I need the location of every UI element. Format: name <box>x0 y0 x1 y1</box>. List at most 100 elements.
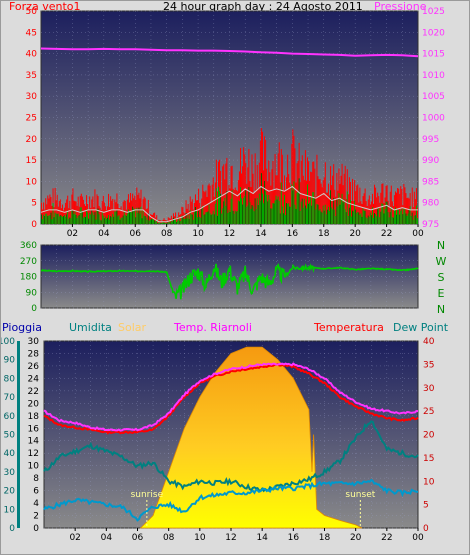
wind-x-tick-label: 04 <box>98 229 110 239</box>
compass-label: N <box>437 239 445 252</box>
direction-axis-tick: 360 <box>20 241 37 251</box>
legend-apparent-temp: Temp. Riarnoli <box>174 321 252 334</box>
pressure-axis-tick: 985 <box>422 177 439 187</box>
pressure-axis-tick: 1015 <box>422 50 445 60</box>
wind-axis-tick: 0 <box>31 220 37 230</box>
solar-axis-tick: 6 <box>33 487 39 497</box>
solar-axis-tick: 8 <box>33 474 39 484</box>
apparent-temp-line <box>43 362 419 432</box>
solar-axis-tick: 24 <box>28 374 40 384</box>
solar-axis-tick: 28 <box>28 349 40 359</box>
temperature-axis-tick: 10 <box>423 477 435 487</box>
rain-axis-tick: 100 <box>1 337 15 347</box>
graph-title: 24 hour graph day : 24 Agosto 2011 <box>163 0 363 13</box>
direction-axis-tick: 90 <box>26 288 38 298</box>
temp-x-tick-label: 02 <box>69 533 80 543</box>
temperature-axis-tick: 35 <box>423 360 434 370</box>
legend-rain: Pioggia <box>2 321 42 334</box>
wind-x-tick-label: 14 <box>255 229 267 239</box>
temp-x-tick-label: 14 <box>256 533 268 543</box>
pressure-axis-title: Pressione <box>374 0 427 13</box>
temp-x-tick-label: 16 <box>288 533 300 543</box>
legend-dew-point: Dew Point <box>393 321 449 334</box>
pressure-axis-tick: 1020 <box>422 28 445 38</box>
direction-axis-tick: 0 <box>31 304 37 314</box>
wind-axis-tick: 5 <box>31 199 37 209</box>
temp-x-tick-label: 08 <box>163 533 175 543</box>
solar-axis-tick: 22 <box>28 387 39 397</box>
compass-label: S <box>438 271 445 284</box>
solar-axis-tick: 20 <box>28 399 40 409</box>
pressure-axis-tick: 990 <box>422 156 439 166</box>
dew-point-line <box>43 478 418 522</box>
solar-axis-tick: 0 <box>33 524 39 534</box>
temp-x-tick-label: 06 <box>132 533 144 543</box>
pressure-axis-tick: 995 <box>422 135 439 145</box>
rain-axis-tick: 60 <box>4 412 16 422</box>
pressure-axis-tick: 980 <box>422 199 439 209</box>
wind-axis-tick: 45 <box>26 28 37 38</box>
solar-axis-tick: 12 <box>28 449 39 459</box>
rain-axis-bar <box>17 341 20 528</box>
temp-x-tick-label: 18 <box>319 533 331 543</box>
wind-axis-tick: 10 <box>26 177 38 187</box>
rain-axis-tick: 70 <box>4 393 16 403</box>
humidity-line <box>43 420 419 493</box>
solar-axis-tick: 10 <box>28 462 40 472</box>
wind-axis-tick: 40 <box>26 50 38 60</box>
solar-axis-tick: 2 <box>33 512 39 522</box>
solar-axis-tick: 4 <box>33 499 39 509</box>
pressure-axis-tick: 1010 <box>422 71 445 81</box>
direction-axis-tick: 180 <box>20 273 37 283</box>
compass-label: E <box>438 287 445 300</box>
pressure-axis-tick: 1025 <box>422 7 445 17</box>
temperature-axis-tick: 5 <box>423 501 429 511</box>
rain-axis-tick: 20 <box>4 487 16 497</box>
compass-label: N <box>437 303 445 316</box>
solar-axis-tick: 14 <box>28 437 40 447</box>
rain-axis-tick: 80 <box>4 374 16 384</box>
wind-axis-title: Forza vento1 <box>9 0 81 13</box>
wind-axis-tick: 20 <box>26 135 38 145</box>
wind-x-tick-label: 12 <box>224 229 235 239</box>
pressure-axis-tick: 1005 <box>422 92 445 102</box>
solar-axis-tick: 30 <box>28 337 40 347</box>
wind-x-tick-label: 06 <box>130 229 142 239</box>
wind-x-tick-label: 22 <box>381 229 392 239</box>
wind-axis-tick: 30 <box>26 92 38 102</box>
rain-axis-tick: 90 <box>4 356 16 366</box>
wind-x-tick-label: 20 <box>349 229 361 239</box>
temperature-axis-tick: 40 <box>423 337 435 347</box>
solar-axis-tick: 26 <box>28 362 40 372</box>
solar-axis-tick: 18 <box>28 412 40 422</box>
rain-axis-tick: 50 <box>4 431 16 441</box>
legend-temperature: Temperatura <box>314 321 384 334</box>
wind-x-tick-label: 08 <box>161 229 173 239</box>
compass-label: W <box>436 255 447 268</box>
pressure-axis-tick: 975 <box>422 220 439 230</box>
rain-axis-tick: 40 <box>4 449 16 459</box>
wind-direction-line <box>40 262 419 300</box>
wind-axis-tick: 15 <box>26 156 37 166</box>
pressure-axis-tick: 1000 <box>422 114 445 124</box>
temperature-axis-tick: 15 <box>423 454 434 464</box>
temp-x-tick-label: 22 <box>381 533 392 543</box>
wind-axis-tick: 25 <box>26 114 37 124</box>
temp-x-tick-label: 12 <box>225 533 236 543</box>
rain-axis-tick: 10 <box>4 505 16 515</box>
wind-x-tick-label: 18 <box>318 229 330 239</box>
temperature-axis-tick: 20 <box>423 431 435 441</box>
temp-x-tick-label: 04 <box>101 533 113 543</box>
direction-axis-tick: 270 <box>20 257 37 267</box>
legend-humidity: Umidita <box>69 321 112 334</box>
temperature-axis-tick: 30 <box>423 384 435 394</box>
temp-x-tick-label: 10 <box>194 533 206 543</box>
temperature-axis-tick: 25 <box>423 407 434 417</box>
wind-x-tick-label: 10 <box>192 229 204 239</box>
temp-x-tick-label: 20 <box>350 533 362 543</box>
legend-solar: Solar <box>118 321 147 334</box>
sunrise-label: sunrise <box>131 490 164 500</box>
pressure-line <box>40 47 419 58</box>
